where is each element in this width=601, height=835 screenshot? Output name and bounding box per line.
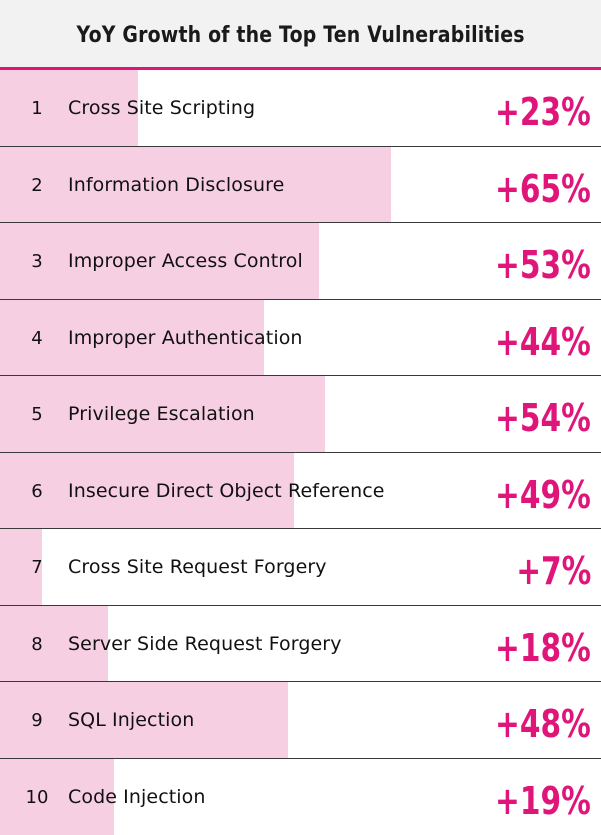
chart-header: YoY Growth of the Top Ten Vulnerabilitie… — [0, 0, 601, 70]
table-row: 7 Cross Site Request Forgery +7% — [0, 529, 601, 606]
vulnerability-name: Information Disclosure — [68, 174, 284, 196]
vulnerability-name: Cross Site Request Forgery — [68, 556, 327, 578]
vulnerability-name: Cross Site Scripting — [68, 97, 255, 119]
growth-percentage: +23% — [495, 90, 591, 134]
vulnerability-name: Code Injection — [68, 786, 206, 808]
rank-number: 4 — [24, 328, 50, 349]
table-row: 5 Privilege Escalation +54% — [0, 376, 601, 453]
vulnerability-name: Server Side Request Forgery — [68, 633, 342, 655]
rank-number: 8 — [24, 634, 50, 655]
growth-percentage: +19% — [495, 779, 591, 823]
vulnerability-name: SQL Injection — [68, 709, 194, 731]
vulnerability-name: Improper Access Control — [68, 250, 303, 272]
rank-number: 2 — [24, 175, 50, 196]
table-row: 3 Improper Access Control +53% — [0, 223, 601, 300]
vulnerability-name: Insecure Direct Object Reference — [68, 480, 385, 502]
table-row: 4 Improper Authentication +44% — [0, 300, 601, 377]
rank-number: 9 — [24, 710, 50, 731]
chart-title: YoY Growth of the Top Ten Vulnerabilitie… — [76, 19, 524, 48]
growth-percentage: +18% — [495, 626, 591, 670]
growth-percentage: +53% — [495, 243, 591, 287]
growth-percentage: +49% — [495, 473, 591, 517]
vulnerability-list: 1 Cross Site Scripting +23% 2 Information Di… — [0, 70, 601, 835]
growth-percentage: +65% — [495, 167, 591, 211]
rank-number: 6 — [24, 481, 50, 502]
rank-number: 5 — [24, 404, 50, 425]
vulnerability-name: Privilege Escalation — [68, 403, 255, 425]
growth-percentage: +44% — [495, 320, 591, 364]
rank-number: 3 — [24, 251, 50, 272]
growth-percentage: +54% — [495, 396, 591, 440]
growth-percentage: +48% — [495, 702, 591, 746]
growth-percentage: +7% — [516, 549, 591, 593]
table-row: 6 Insecure Direct Object Reference +49% — [0, 453, 601, 530]
rank-number: 1 — [24, 98, 50, 119]
rank-number: 10 — [24, 787, 50, 808]
rank-number: 7 — [24, 557, 50, 578]
table-row: 2 Information Disclosure +65% — [0, 147, 601, 224]
vulnerability-name: Improper Authentication — [68, 327, 303, 349]
table-row: 9 SQL Injection +48% — [0, 682, 601, 759]
table-row: 1 Cross Site Scripting +23% — [0, 70, 601, 147]
table-row: 8 Server Side Request Forgery +18% — [0, 606, 601, 683]
table-row: 10 Code Injection +19% — [0, 759, 601, 835]
